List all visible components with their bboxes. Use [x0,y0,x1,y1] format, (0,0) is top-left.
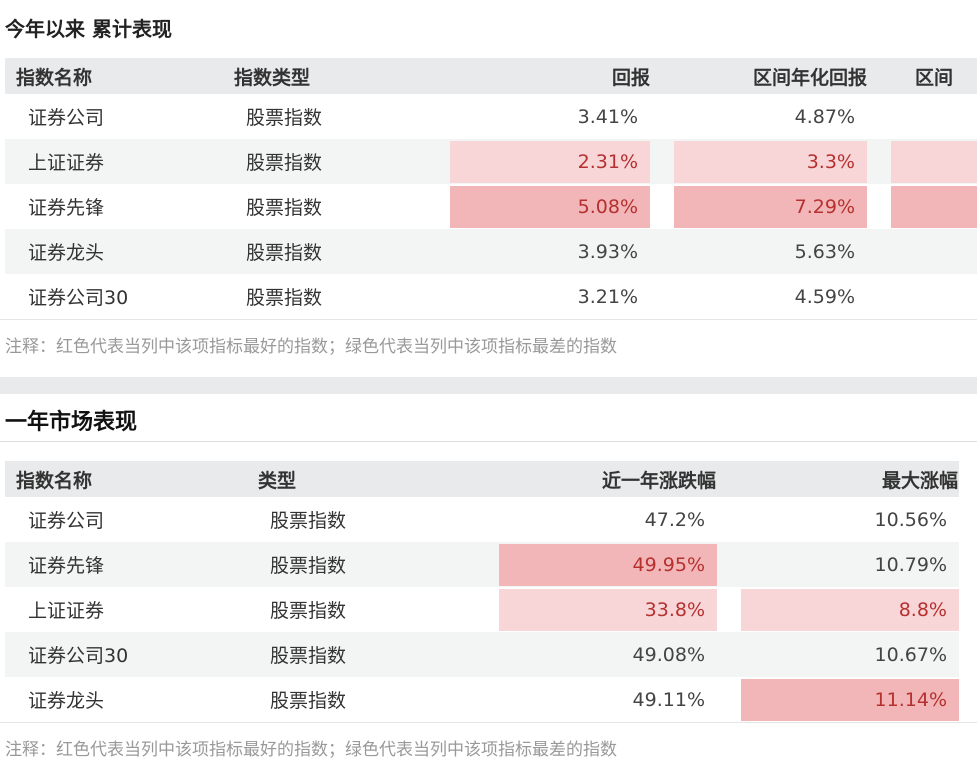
one-year-performance-table: 指数名称 类型 近一年涨跌幅 最大涨幅 证券公司 股票指数 47.2% 10.5… [5,461,959,722]
return-value: 3.93% [577,240,638,263]
range-value [891,96,977,138]
col-header-index-name[interactable]: 指数名称 [5,461,247,497]
range-value [891,276,977,318]
section-title-ytd: 今年以来 累计表现 [5,17,172,41]
index-name-cell: 证券先锋 [28,197,105,219]
col-spacer [717,461,741,497]
max-gain-value-highlight: 8.8% [741,588,959,631]
col-header-range-truncated[interactable]: 区间 [891,58,977,94]
change-value-highlight: 49.95% [499,543,717,586]
max-gain-value-highlight: 11.14% [741,678,959,721]
col-header-max-gain[interactable]: 最大涨幅 [741,461,959,497]
col-header-index-type[interactable]: 指数类型 [223,58,450,94]
max-gain-value: 10.56% [874,508,947,531]
range-value-highlight [891,140,977,183]
table-header-row: 指数名称 类型 近一年涨跌幅 最大涨幅 [5,461,959,497]
table-header-row: 指数名称 指数类型 回报 区间年化回报 区间 [5,58,977,94]
ytd-performance-table: 指数名称 指数类型 回报 区间年化回报 区间 证券公司 股票指数 3.41% 4… [5,58,977,319]
change-value: 47.2% [644,508,705,531]
col-header-one-year-change[interactable]: 近一年涨跌幅 [499,461,717,497]
table-row[interactable]: 上证证券 股票指数 2.31% 3.3% [5,139,977,184]
index-name-cell: 证券先锋 [5,542,247,587]
index-name-cell: 上证证券 [5,139,223,184]
change-value: 49.11% [632,688,705,711]
return-value: 3.41% [577,105,638,128]
annualized-value: 5.63% [794,240,855,263]
index-name-cell: 上证证券 [28,600,105,622]
annualized-value-highlight: 3.3% [674,140,867,183]
index-type-cell: 股票指数 [246,107,323,129]
index-type-cell: 股票指数 [247,632,499,677]
divider [0,441,977,442]
footnote: 注释：红色代表当列中该项指标最好的指数；绿色代表当列中该项指标最差的指数 [5,337,617,357]
table-row[interactable]: 证券先锋 股票指数 49.95% 10.79% [5,542,959,587]
footnote: 注释：红色代表当列中该项指标最好的指数；绿色代表当列中该项指标最差的指数 [5,740,617,760]
return-value-highlight: 5.08% [450,185,650,228]
index-type-cell: 股票指数 [246,197,323,219]
annualized-value: 4.59% [794,285,855,308]
col-header-type[interactable]: 类型 [247,461,499,497]
section-title-one-year: 一年市场表现 [5,410,138,435]
table-row[interactable]: 上证证券 股票指数 33.8% 8.8% [5,587,959,632]
index-name-cell: 证券龙头 [5,229,223,274]
col-header-annualized-return[interactable]: 区间年化回报 [674,58,867,94]
table-row[interactable]: 证券公司 股票指数 3.41% 4.87% [5,94,977,139]
col-header-return[interactable]: 回报 [450,58,650,94]
change-value-highlight: 33.8% [499,588,717,631]
index-type-cell: 股票指数 [223,139,450,184]
table-row[interactable]: 证券公司30 股票指数 3.21% 4.59% [5,274,977,319]
table-row[interactable]: 证券龙头 股票指数 49.11% 11.14% [5,677,959,722]
return-value-highlight: 2.31% [450,140,650,183]
range-value [891,231,977,273]
index-type-cell: 股票指数 [247,542,499,587]
max-gain-value: 10.67% [874,643,947,666]
section-separator [0,377,977,394]
max-gain-value: 10.79% [874,553,947,576]
index-name-cell: 证券龙头 [28,690,105,712]
divider [0,722,977,723]
index-name-cell: 证券公司 [28,107,105,129]
index-type-cell: 股票指数 [270,600,347,622]
col-spacer [867,58,891,94]
table-row[interactable]: 证券公司30 股票指数 49.08% 10.67% [5,632,959,677]
col-header-index-name[interactable]: 指数名称 [5,58,223,94]
table-row[interactable]: 证券龙头 股票指数 3.93% 5.63% [5,229,977,274]
divider [0,319,977,320]
return-value: 3.21% [577,285,638,308]
index-type-cell: 股票指数 [223,229,450,274]
annualized-value: 4.87% [794,105,855,128]
index-name-cell: 证券公司 [28,510,105,532]
index-type-cell: 股票指数 [270,690,347,712]
index-name-cell: 证券公司30 [28,287,129,309]
index-type-cell: 股票指数 [270,510,347,532]
index-name-cell: 证券公司30 [5,632,247,677]
table-row[interactable]: 证券先锋 股票指数 5.08% 7.29% [5,184,977,229]
index-type-cell: 股票指数 [246,287,323,309]
change-value: 49.08% [632,643,705,666]
range-value-highlight [891,185,977,228]
table-row[interactable]: 证券公司 股票指数 47.2% 10.56% [5,497,959,542]
annualized-value-highlight: 7.29% [674,185,867,228]
col-spacer [650,58,674,94]
